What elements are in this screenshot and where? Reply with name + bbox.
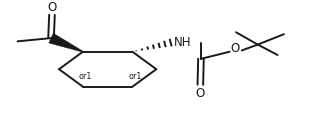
Polygon shape <box>49 33 83 52</box>
Text: O: O <box>48 1 56 14</box>
Text: NH: NH <box>174 36 191 49</box>
Text: or1: or1 <box>128 72 142 81</box>
Text: or1: or1 <box>79 72 92 81</box>
Text: O: O <box>231 42 240 55</box>
Text: O: O <box>196 87 205 100</box>
